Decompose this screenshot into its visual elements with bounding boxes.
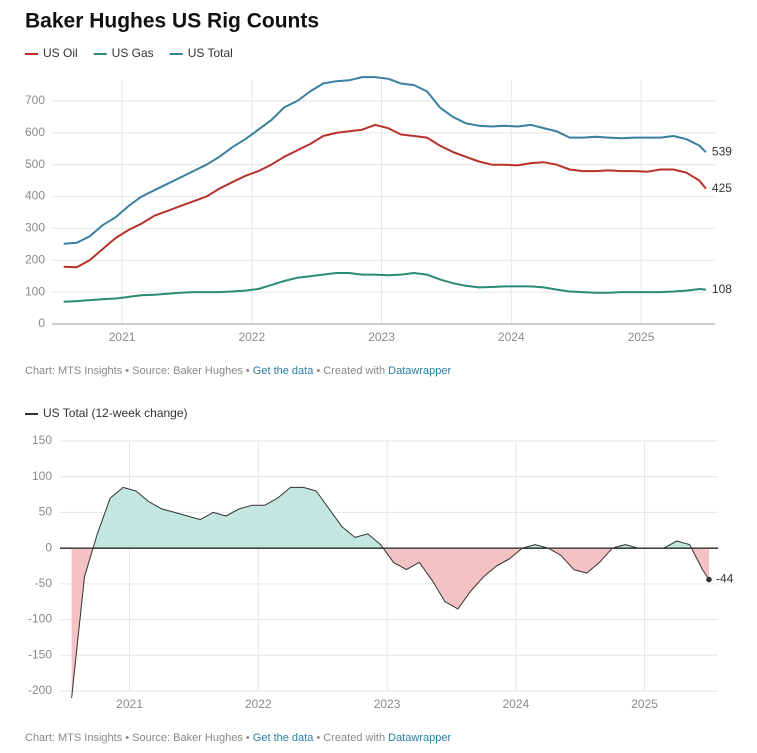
series-line [63,123,707,269]
footer-text: Chart: MTS Insights • Source: Baker Hugh… [25,365,253,377]
y-tick-label: -200 [28,683,52,697]
x-tick-label: 2021 [116,697,143,711]
footer-link[interactable]: Get the data [253,365,314,377]
x-tick-label: 2025 [631,697,658,711]
area-positive [93,487,692,549]
legend-label: US Total (12-week change) [43,406,188,420]
end-label: 425 [712,181,732,195]
panel: 2021 2022 2023 2024 2025 -200 -150 -100 -50 0 50 10… [25,406,734,744]
chart-title: Baker Hughes US Rig Counts [25,10,319,33]
footer-link[interactable]: Datawrapper [388,732,451,744]
footer-link[interactable]: Get the data [253,732,314,744]
legend-label: US Total [188,46,233,60]
y-tick-label: -100 [28,612,52,626]
footer-text: Chart: MTS Insights • Source: Baker Hugh… [25,732,253,744]
y-tick-label: 100 [25,284,45,298]
x-tick-label: 2023 [374,697,401,711]
end-label: 108 [712,282,732,296]
series-line [63,76,707,245]
y-tick-label: 150 [32,433,52,447]
footer-text: • Created with [313,732,388,744]
x-tick-label: 2024 [502,697,529,711]
x-tick-label: 2024 [498,330,525,344]
panel: 2021 2022 2023 2024 2025 0 100 200 300 400 500 600 7… [25,46,732,377]
x-tick-label: 2025 [628,330,655,344]
x-tick-label: 2022 [238,330,265,344]
series-line [71,486,710,699]
footer: Chart: MTS Insights • Source: Baker Hugh… [25,365,451,377]
footer-text: • Created with [313,365,388,377]
y-tick-label: 400 [25,189,45,203]
y-tick-label: 50 [39,505,53,519]
end-dot [706,576,712,583]
x-tick-label: 2023 [368,330,395,344]
y-tick-label: -150 [28,647,52,661]
footer-link[interactable]: Datawrapper [388,365,451,377]
y-tick-label: 0 [38,316,45,330]
legend-label: US Gas [112,46,154,60]
footer: Chart: MTS Insights • Source: Baker Hugh… [25,732,451,744]
y-tick-label: 200 [25,252,45,266]
y-tick-label: 700 [25,93,45,107]
y-tick-label: 100 [32,469,52,483]
y-tick-label: 500 [25,157,45,171]
series-line [63,272,706,303]
y-tick-label: -50 [35,576,53,590]
x-tick-label: 2021 [109,330,136,344]
legend-label: US Oil [43,46,78,60]
x-tick-label: 2022 [245,697,272,711]
y-tick-label: 300 [25,221,45,235]
y-tick-label: 0 [45,540,52,554]
end-label: 539 [712,144,732,158]
y-tick-label: 600 [25,125,45,139]
end-label: -44 [716,572,734,586]
